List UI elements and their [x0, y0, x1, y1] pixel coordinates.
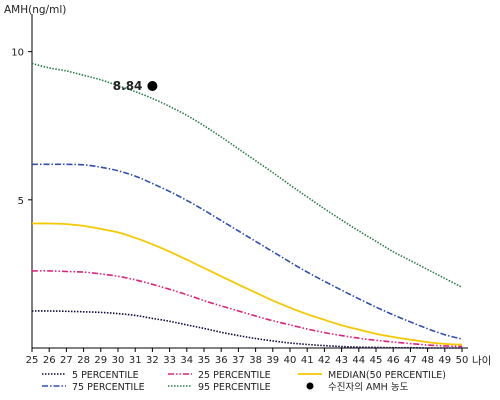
series-line-25-percentile: [31, 270, 463, 348]
x-tick-label: 26: [43, 355, 56, 366]
series-line-5-percentile: [31, 310, 462, 349]
x-tick-label: 38: [249, 355, 262, 366]
series-line-75-percentile: [32, 163, 463, 340]
legend-item: 95 PERCENTILE: [168, 382, 271, 393]
x-tick-label: 33: [163, 355, 176, 366]
x-axis-title: 나이: [472, 355, 491, 367]
legend-item: 수진자의 AMH 농도: [306, 382, 409, 393]
x-tick-label: 46: [387, 355, 400, 366]
x-tick-label: 39: [266, 355, 279, 366]
x-tick-label: 37: [232, 355, 245, 366]
legend-label: 수진자의 AMH 농도: [328, 382, 409, 393]
y-axis-title: AMH(ng/ml): [4, 4, 66, 16]
x-tick-label: 42: [318, 355, 331, 366]
series-lines: [31, 62, 463, 349]
x-tick-label: 29: [94, 355, 107, 366]
x-tick-label: 50: [456, 355, 469, 366]
y-tick-label: 10: [11, 48, 24, 59]
legend-item: MEDIAN(50 PERCENTILE): [298, 370, 446, 381]
legend-label: 95 PERCENTILE: [198, 382, 271, 393]
x-tick-label: 25: [26, 355, 39, 366]
x-tick-label: 30: [112, 355, 125, 366]
x-tick-label: 36: [215, 355, 228, 366]
chart-legend: 5 PERCENTILE 25 PERCENTILE MEDIAN(50 PERCE…: [42, 370, 446, 393]
legend-item: 5 PERCENTILE: [42, 370, 139, 381]
x-tick-label: 31: [129, 355, 142, 366]
x-tick-label: 48: [421, 355, 434, 366]
series-line-median-50-percentile: [31, 222, 463, 346]
x-tick-label: 44: [352, 355, 365, 366]
x-tick-label: 32: [146, 355, 159, 366]
legend-item: 75 PERCENTILE: [42, 382, 145, 393]
y-tick-label: 5: [18, 196, 24, 207]
x-tick-label: 40: [284, 355, 297, 366]
legend-label: 5 PERCENTILE: [72, 370, 139, 381]
legend-label: MEDIAN(50 PERCENTILE): [328, 370, 446, 381]
x-tick-label: 43: [335, 355, 348, 366]
x-tick-label: 49: [438, 355, 451, 366]
legend-swatch: [306, 382, 314, 390]
legend-label: 75 PERCENTILE: [72, 382, 145, 393]
legend-label: 25 PERCENTILE: [198, 370, 271, 381]
x-tick-label: 45: [370, 355, 383, 366]
patient-marker-label: 8.84: [113, 79, 143, 93]
x-tick-label: 27: [60, 355, 73, 366]
chart-axes: 5 10 25 26 27 28 29 30 31 32 33 34 35 36 37 38 39 40 41 42 4…: [11, 14, 468, 366]
patient-marker: 8.84: [113, 79, 158, 93]
x-tick-label: 41: [301, 355, 314, 366]
patient-marker-point: [147, 81, 158, 92]
series-line-95-percentile: [31, 62, 463, 288]
legend-item: 25 PERCENTILE: [168, 370, 271, 381]
x-tick-label: 35: [198, 355, 211, 366]
x-tick-label: 34: [180, 355, 193, 366]
x-tick-label: 28: [77, 355, 90, 366]
x-tick-label: 47: [404, 355, 417, 366]
